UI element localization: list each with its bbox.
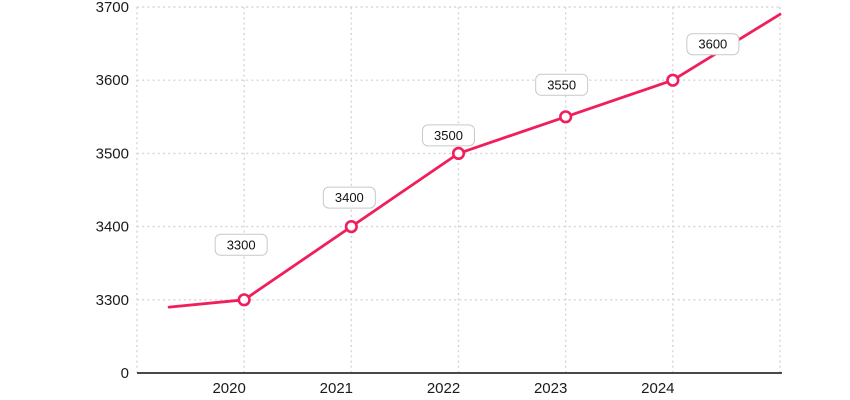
y-tick-label: 3300 — [96, 292, 129, 309]
y-tick-label: 0 — [121, 365, 129, 382]
data-point-marker — [451, 146, 466, 160]
y-tick-label: 3400 — [96, 219, 129, 236]
data-point-label: 3600 — [698, 37, 727, 52]
x-tick-label: 2021 — [320, 380, 353, 397]
x-tick-label: 2024 — [641, 380, 674, 397]
x-tick-label: 2022 — [427, 380, 460, 397]
x-tick-label: 2020 — [212, 380, 245, 397]
data-point-marker — [344, 220, 358, 234]
data-point-marker — [237, 293, 251, 307]
data-point-label: 3400 — [335, 190, 364, 205]
y-tick-label: 3700 — [96, 0, 129, 16]
data-point-label-box — [535, 73, 589, 96]
data-point-label-box — [422, 124, 475, 147]
data-point-label: 3500 — [434, 128, 463, 143]
y-tick-label: 3600 — [96, 72, 129, 89]
data-point-marker — [666, 73, 680, 87]
data-point-label: 3550 — [547, 77, 576, 92]
x-tick-label: 2023 — [534, 380, 567, 397]
data-point-label: 3300 — [227, 237, 256, 252]
y-tick-label: 3500 — [96, 145, 129, 162]
data-point-marker — [559, 110, 573, 124]
data-point-label-box — [322, 186, 376, 209]
series-line — [167, 12, 782, 309]
data-point-label-box — [214, 233, 268, 256]
data-point-label-box — [686, 33, 740, 56]
